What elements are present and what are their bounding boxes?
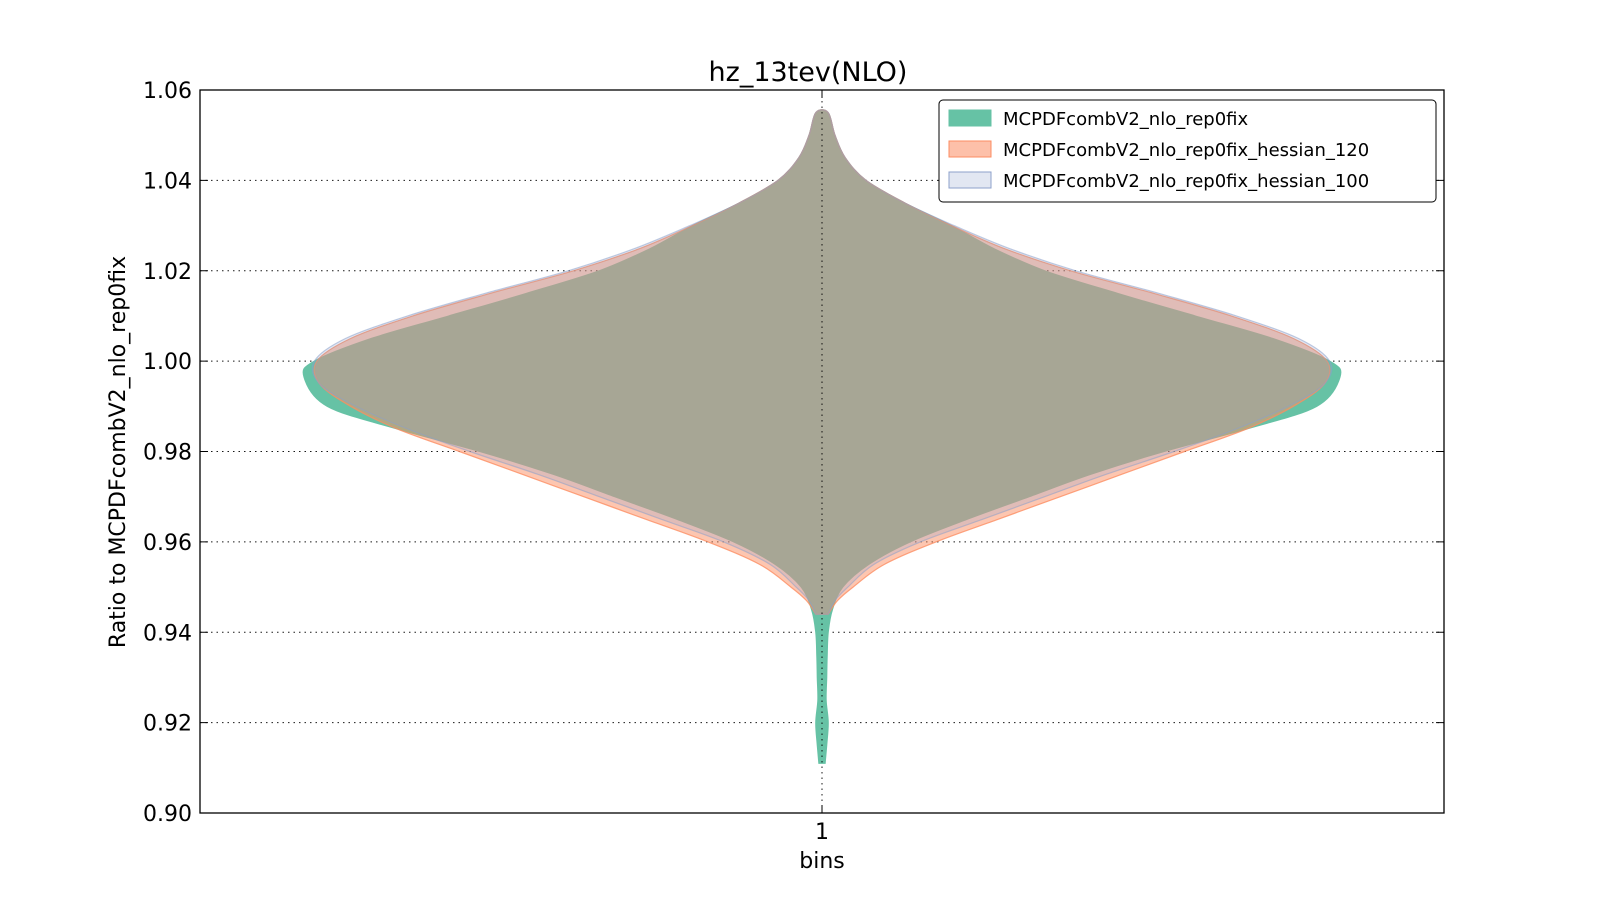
violin-MCPDFcombV2_nlo_rep0fix_hessian_100 — [311, 109, 1333, 615]
legend-swatch — [948, 109, 992, 127]
y-tick-label: 1.04 — [143, 169, 192, 194]
x-axis-label: bins — [799, 849, 844, 874]
y-tick-label: 0.92 — [143, 712, 192, 737]
x-tick-label: 1 — [815, 820, 829, 845]
legend-label: MCPDFcombV2_nlo_rep0fix_hessian_100 — [1003, 171, 1369, 192]
legend-label: MCPDFcombV2_nlo_rep0fix_hessian_120 — [1003, 140, 1369, 161]
chart-title: hz_13tev(NLO) — [709, 57, 908, 88]
y-tick-label: 1.02 — [143, 260, 192, 285]
legend: MCPDFcombV2_nlo_rep0fix MCPDFcombV2_nlo_r… — [938, 99, 1437, 203]
y-tick-label: 0.94 — [143, 621, 192, 646]
y-axis: 0.90 0.92 0.94 0.96 0.98 1.00 1.02 1.04 1.06 — [143, 79, 1444, 827]
y-tick-label: 0.98 — [143, 441, 192, 466]
y-tick-label: 1.06 — [143, 79, 192, 104]
legend-swatch — [948, 140, 992, 158]
y-tick-label: 1.00 — [143, 350, 192, 375]
legend-box — [938, 99, 1437, 203]
y-tick-label: 0.96 — [143, 531, 192, 556]
x-axis: 1 — [815, 90, 829, 845]
legend-swatch — [948, 171, 992, 189]
y-axis-label: Ratio to MCPDFcombV2_nlo_rep0fix — [106, 256, 131, 648]
y-tick-label: 0.90 — [143, 802, 192, 827]
legend-label: MCPDFcombV2_nlo_rep0fix — [1003, 109, 1249, 130]
